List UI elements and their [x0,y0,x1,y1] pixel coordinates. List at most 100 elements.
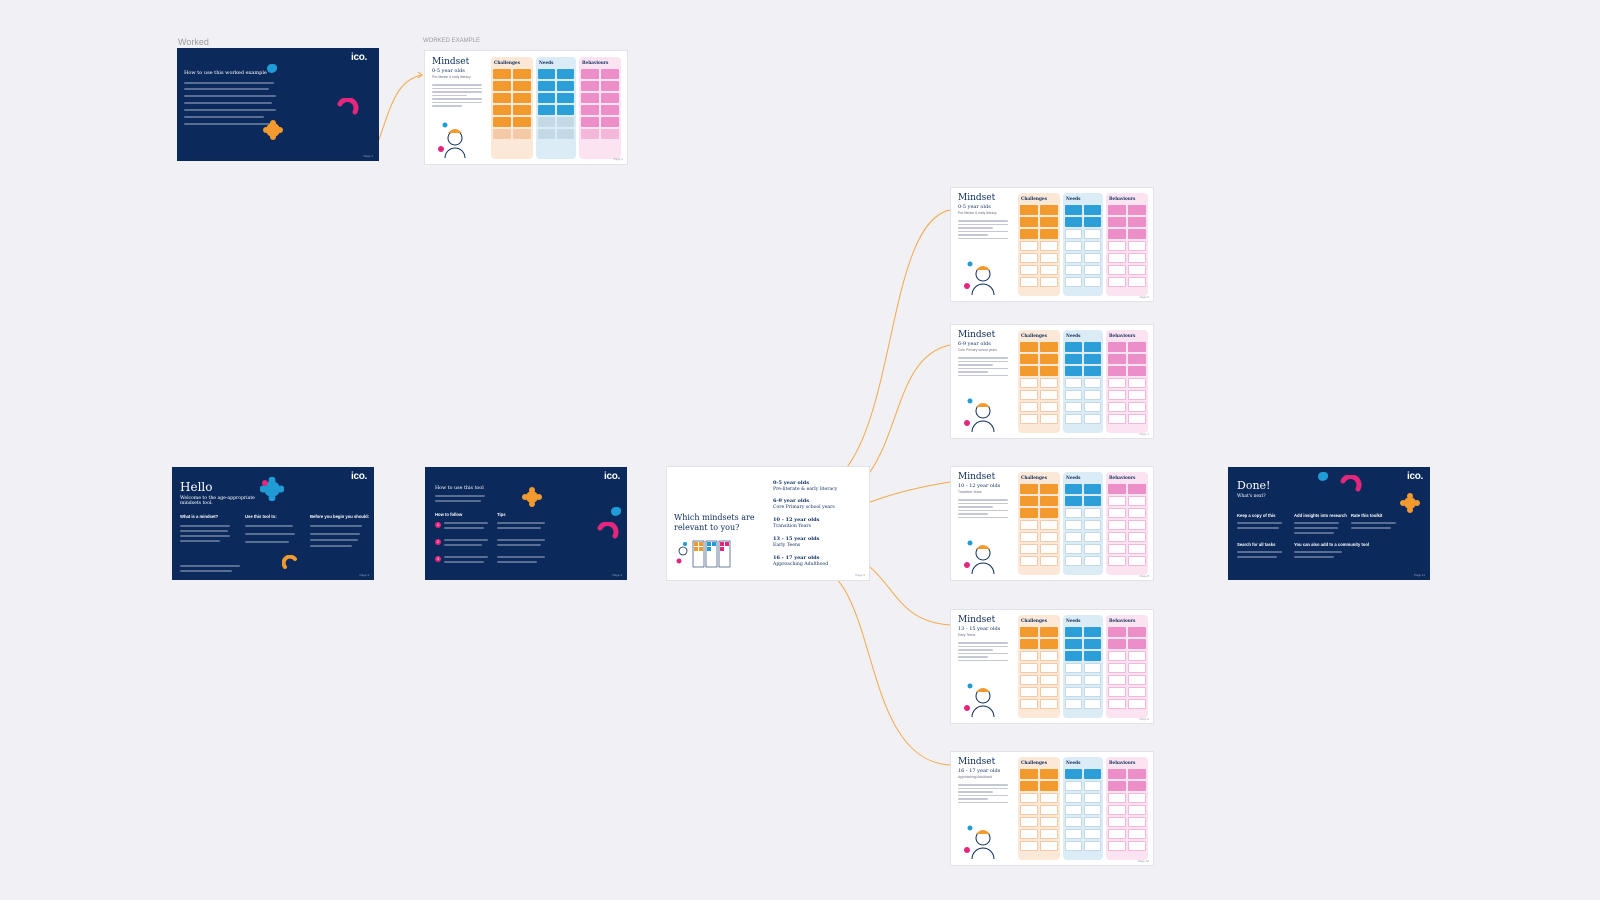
sticky-note[interactable] [1108,639,1126,649]
sticky-note[interactable] [1020,639,1038,649]
sticky-note[interactable] [493,81,511,91]
empty-slot[interactable] [1020,556,1038,566]
sticky-note[interactable] [1065,639,1082,649]
empty-slot[interactable] [1128,805,1146,815]
sticky-note[interactable] [1065,205,1082,215]
sticky-note[interactable] [1065,366,1082,376]
sticky-note[interactable] [493,69,511,79]
empty-slot[interactable] [1020,817,1038,827]
sticky-note[interactable] [1108,627,1126,637]
empty-slot[interactable] [1084,687,1101,697]
empty-slot[interactable] [1108,241,1126,251]
empty-slot[interactable] [1065,805,1082,815]
empty-slot[interactable] [1128,556,1146,566]
sticky-note[interactable] [513,129,531,139]
sticky-note[interactable] [1040,781,1058,791]
sticky-note[interactable] [1128,229,1146,239]
empty-slot[interactable] [1108,402,1126,412]
sticky-note[interactable] [557,81,574,91]
empty-slot[interactable] [1128,817,1146,827]
sticky-note[interactable] [1128,366,1146,376]
worked-example-label[interactable]: WORKED EXAMPLE [423,38,481,44]
empty-slot[interactable] [1108,544,1126,554]
sticky-note[interactable] [1084,217,1101,227]
sticky-note[interactable] [1065,627,1082,637]
empty-slot[interactable] [1084,781,1101,791]
sticky-note[interactable] [1020,205,1038,215]
empty-slot[interactable] [1108,496,1126,506]
how-to-use-frame[interactable]: ico. How to use this tool How to follow … [425,467,627,580]
sticky-note[interactable] [1020,627,1038,637]
empty-slot[interactable] [1084,675,1101,685]
sticky-note[interactable] [1084,366,1101,376]
sticky-note[interactable] [1108,769,1126,779]
empty-slot[interactable] [1040,829,1058,839]
empty-slot[interactable] [1084,402,1101,412]
sticky-note[interactable] [581,69,599,79]
empty-slot[interactable] [1128,651,1146,661]
empty-slot[interactable] [1040,277,1058,287]
empty-slot[interactable] [1065,229,1082,239]
sticky-note[interactable] [601,93,619,103]
empty-slot[interactable] [1128,532,1146,542]
empty-slot[interactable] [1040,390,1058,400]
sticky-note[interactable] [1065,496,1082,506]
empty-slot[interactable] [1040,532,1058,542]
empty-slot[interactable] [1065,253,1082,263]
sticky-note[interactable] [538,81,555,91]
empty-slot[interactable] [1108,508,1126,518]
empty-slot[interactable] [1108,390,1126,400]
sticky-note[interactable] [581,117,599,127]
sticky-note[interactable] [1040,508,1058,518]
hello-frame[interactable]: ico. Hello Welcome to the age-appropriat… [172,467,374,580]
empty-slot[interactable] [1040,687,1058,697]
sticky-note[interactable] [1128,639,1146,649]
empty-slot[interactable] [1128,520,1146,530]
empty-slot[interactable] [1108,265,1126,275]
empty-slot[interactable] [1084,241,1101,251]
done-frame[interactable]: ico. Done! What's next? Keep a copy of t… [1228,467,1430,580]
sticky-note[interactable] [513,117,531,127]
sticky-note[interactable] [538,105,555,115]
empty-slot[interactable] [1108,829,1126,839]
empty-slot[interactable] [1065,265,1082,275]
empty-slot[interactable] [1020,520,1038,530]
empty-slot[interactable] [1084,805,1101,815]
sticky-note[interactable] [1020,217,1038,227]
empty-slot[interactable] [1065,675,1082,685]
empty-slot[interactable] [1128,253,1146,263]
sticky-note[interactable] [1020,484,1038,494]
empty-slot[interactable] [1020,687,1038,697]
sticky-note[interactable] [1108,354,1126,364]
empty-slot[interactable] [1065,699,1082,709]
empty-slot[interactable] [1128,829,1146,839]
empty-slot[interactable] [1040,241,1058,251]
sticky-note[interactable] [1020,229,1038,239]
empty-slot[interactable] [1128,265,1146,275]
empty-slot[interactable] [1040,556,1058,566]
sticky-note[interactable] [1108,229,1126,239]
empty-slot[interactable] [1128,496,1146,506]
empty-slot[interactable] [1020,390,1038,400]
empty-slot[interactable] [1020,265,1038,275]
mindset-card[interactable]: Mindset 6-9 year olds Core Primary school … [951,325,1153,438]
sticky-note[interactable] [1040,229,1058,239]
empty-slot[interactable] [1108,520,1126,530]
sticky-note[interactable] [1020,342,1038,352]
sticky-note[interactable] [1084,496,1101,506]
empty-slot[interactable] [1065,520,1082,530]
sticky-note[interactable] [1128,205,1146,215]
empty-slot[interactable] [1108,841,1126,851]
empty-slot[interactable] [1084,793,1101,803]
empty-slot[interactable] [1128,793,1146,803]
mindset-card[interactable]: Mindset 0-5 year olds Pre-literate & early… [951,188,1153,301]
empty-slot[interactable] [1108,817,1126,827]
sticky-note[interactable] [1040,342,1058,352]
worked-example-intro-frame[interactable]: ico. How to use this worked example Page… [177,48,379,161]
empty-slot[interactable] [1020,829,1038,839]
sticky-note[interactable] [1040,205,1058,215]
sticky-note[interactable] [557,69,574,79]
empty-slot[interactable] [1108,532,1126,542]
empty-slot[interactable] [1065,241,1082,251]
mindset-card[interactable]: Mindset 13 - 15 year olds Early Teens Chall… [951,610,1153,723]
